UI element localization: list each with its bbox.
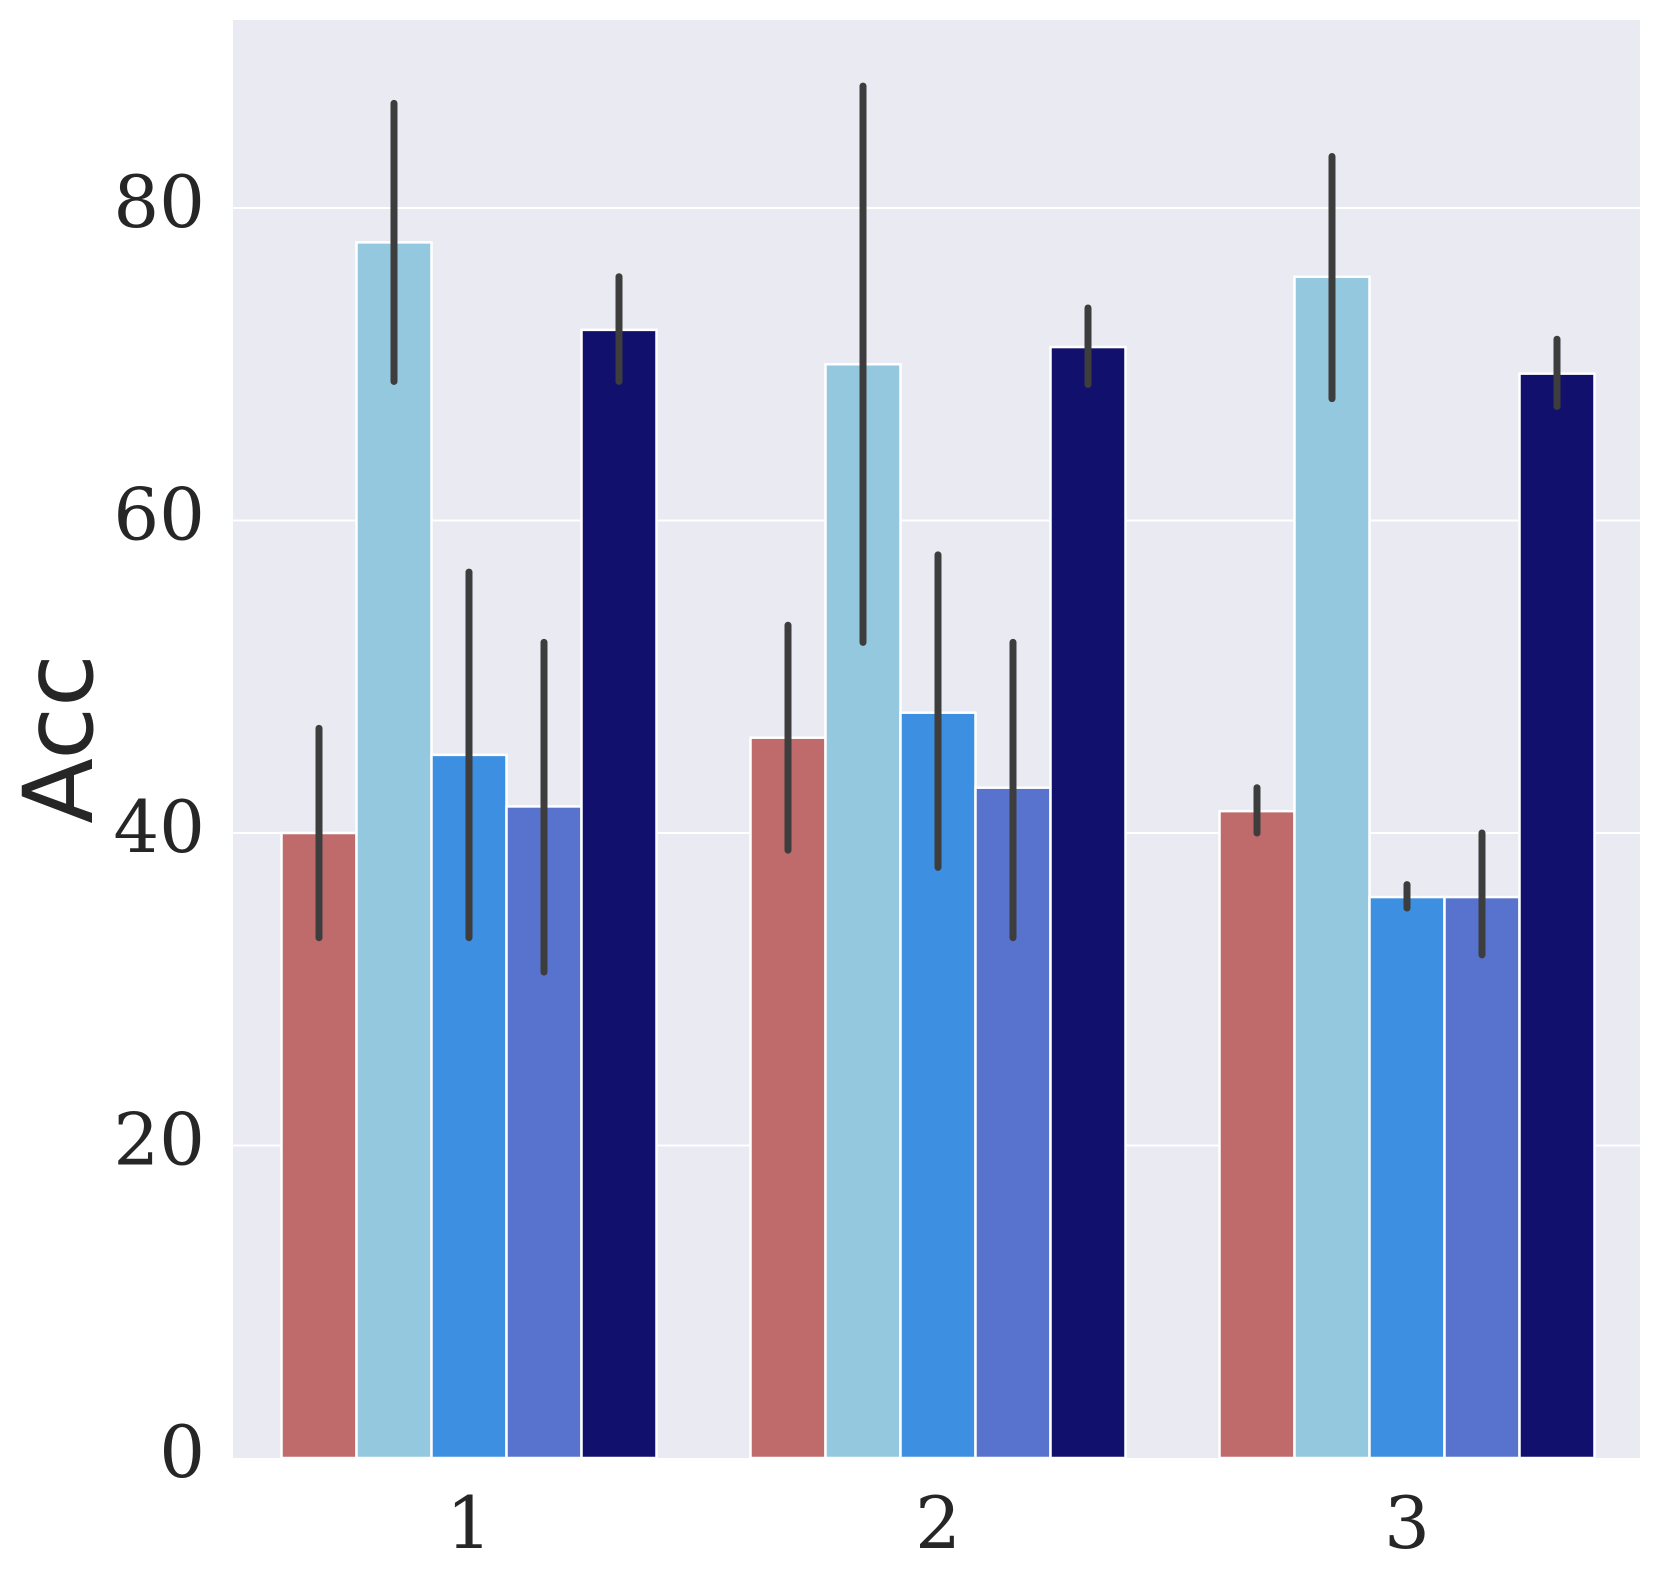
y-tick-label: 20 xyxy=(113,1098,205,1182)
x-tick-label: 1 xyxy=(446,1481,492,1565)
y-axis-title: Acc xyxy=(3,654,115,824)
bar-series-3-cat-3 xyxy=(1368,895,1446,1460)
bar-series-1-cat-2 xyxy=(749,736,827,1460)
bar-series-2-cat-3 xyxy=(1293,275,1371,1460)
bar-series-1-cat-3 xyxy=(1218,809,1296,1460)
error-bars xyxy=(315,82,1561,976)
bar-series-2-cat-1 xyxy=(355,241,433,1460)
y-tick-label: 80 xyxy=(113,160,205,244)
y-tick-label: 0 xyxy=(159,1410,205,1494)
x-tick-label: 2 xyxy=(915,1481,961,1565)
bar-series-4-cat-3 xyxy=(1443,895,1521,1460)
bar-series-5-cat-3 xyxy=(1518,372,1596,1460)
x-axis-ticks: 1 2 3 xyxy=(446,1481,1430,1565)
bars xyxy=(280,241,1596,1460)
y-axis-ticks: 0 20 40 60 80 xyxy=(113,160,205,1494)
bar-series-5-cat-1 xyxy=(580,328,658,1460)
bar-series-5-cat-2 xyxy=(1049,345,1127,1460)
y-tick-label: 40 xyxy=(113,785,205,869)
y-tick-label: 60 xyxy=(113,473,205,557)
x-tick-label: 3 xyxy=(1384,1481,1430,1565)
